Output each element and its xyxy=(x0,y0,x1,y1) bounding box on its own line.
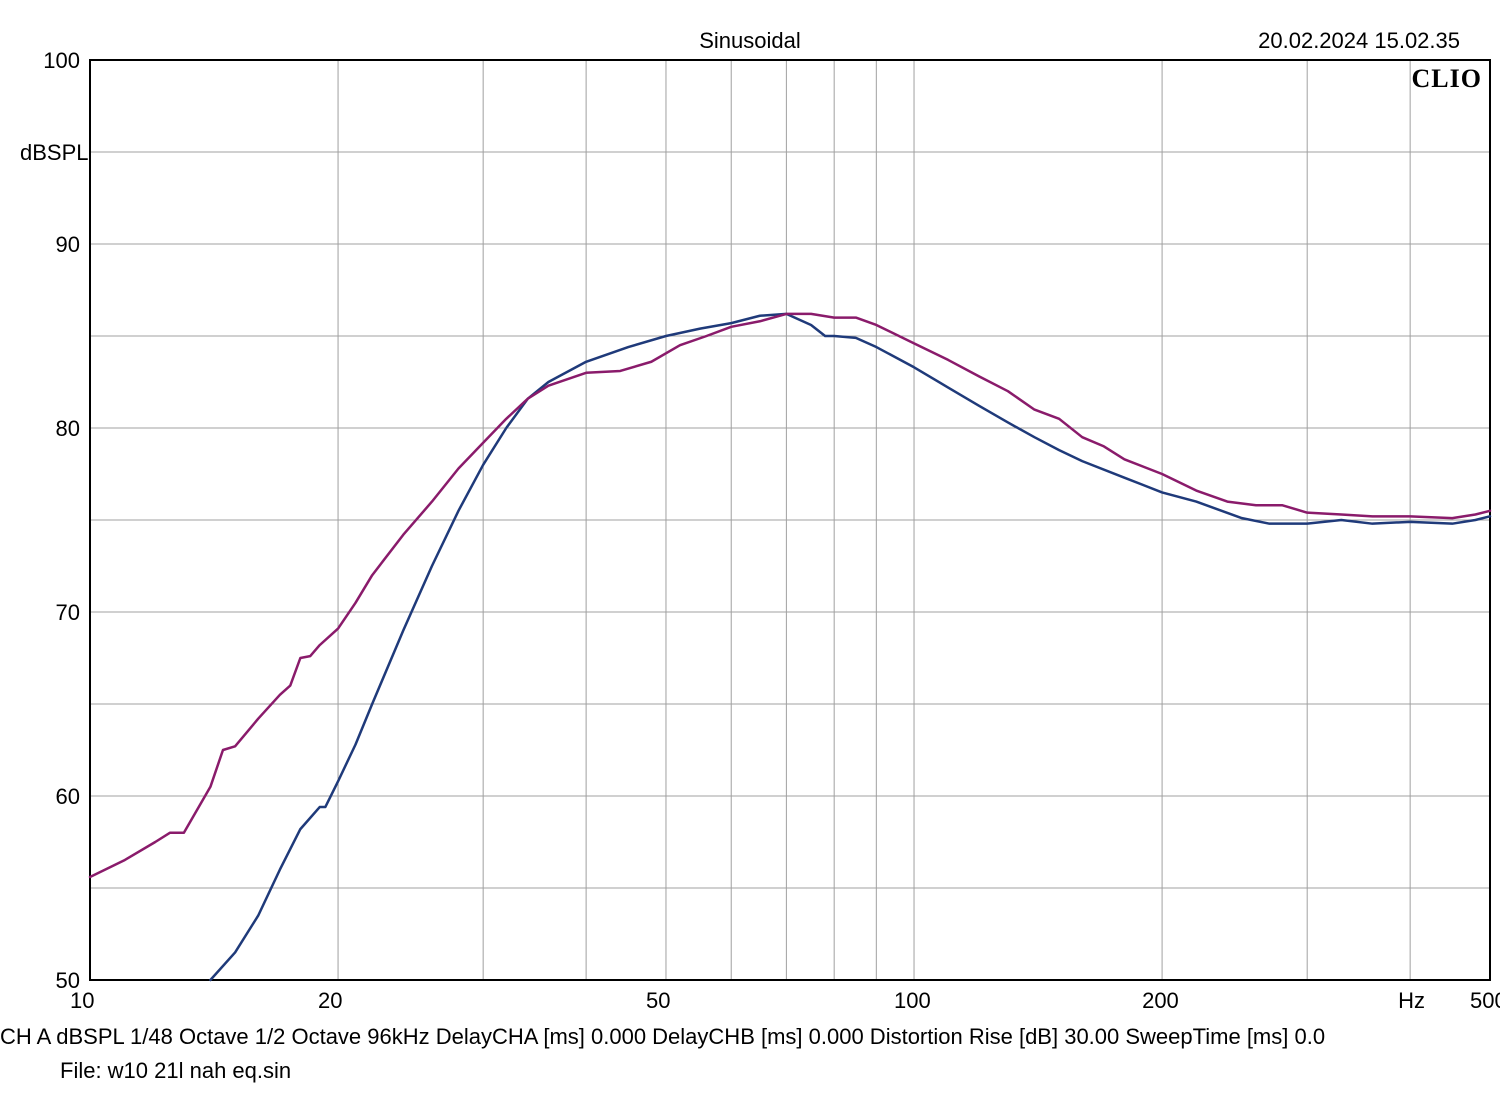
x-axis-unit-label: Hz xyxy=(1398,988,1425,1014)
y-tick-label: 100 xyxy=(43,48,80,74)
y-axis-label: dBSPL xyxy=(20,140,89,166)
x-tick-label: 100 xyxy=(894,988,931,1014)
y-tick-label: 60 xyxy=(56,784,80,810)
footer-line-1: CH A dBSPL 1/48 Octave 1/2 Octave 96kHz … xyxy=(0,1024,1325,1050)
x-tick-label: 500 xyxy=(1470,988,1500,1014)
x-tick-label: 50 xyxy=(646,988,670,1014)
x-tick-label: 200 xyxy=(1142,988,1179,1014)
y-tick-label: 70 xyxy=(56,600,80,626)
chart-container: Sinusoidal 20.02.2024 15.02.35 CLIO CH A… xyxy=(0,0,1500,1110)
x-tick-label: 20 xyxy=(318,988,342,1014)
y-tick-label: 90 xyxy=(56,232,80,258)
x-tick-label: 10 xyxy=(70,988,94,1014)
watermark-label: CLIO xyxy=(1412,64,1482,94)
footer-line-2: File: w10 21l nah eq.sin xyxy=(60,1058,291,1084)
y-tick-label: 80 xyxy=(56,416,80,442)
chart-plot-svg xyxy=(0,0,1500,1110)
